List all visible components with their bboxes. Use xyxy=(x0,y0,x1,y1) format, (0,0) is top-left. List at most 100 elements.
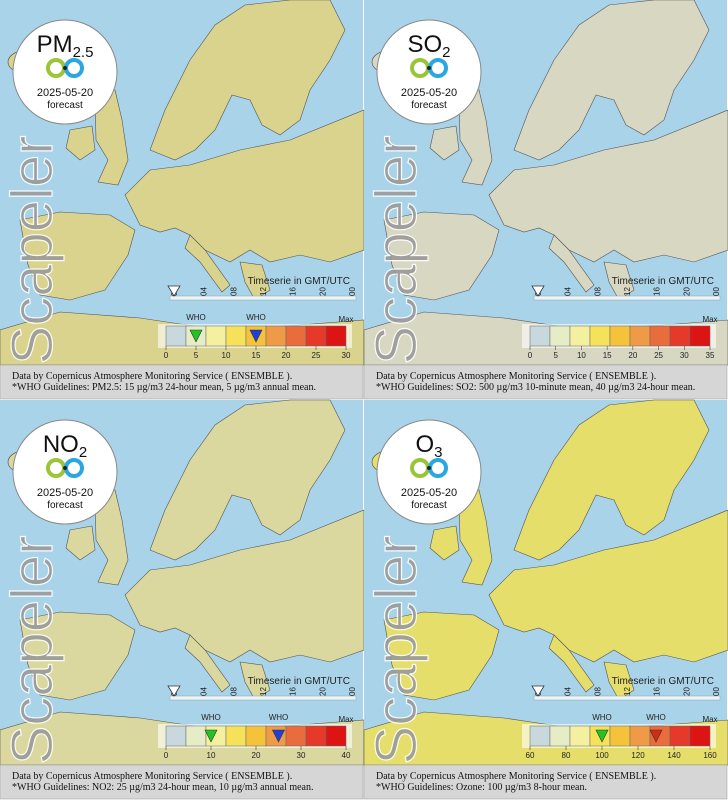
now-marker xyxy=(531,285,545,297)
pollutant-name: PM xyxy=(37,31,73,58)
date: 2025-05-20 xyxy=(37,87,93,99)
hour-label: 08 xyxy=(593,287,602,296)
legend-swatch xyxy=(549,325,571,347)
scale-label: 10 xyxy=(577,351,586,360)
hour-label: 08 xyxy=(229,287,238,296)
pollutant: O3 xyxy=(415,431,442,461)
legend-swatch xyxy=(225,325,247,347)
hour-label: 20 xyxy=(318,287,327,296)
pollutant-sub: 2 xyxy=(79,444,87,461)
now-marker xyxy=(167,685,181,697)
pollutant-name: SO xyxy=(407,31,442,58)
forecast: forecast xyxy=(47,500,83,511)
hour-label: 04 xyxy=(564,687,573,696)
timeserie-label: Timeserie in GMT/UTC xyxy=(248,276,350,287)
caption-box xyxy=(0,764,364,800)
time-bar xyxy=(533,295,721,301)
time-bar xyxy=(169,695,357,701)
hour-label: 16 xyxy=(653,287,662,296)
hour-label: 04 xyxy=(200,687,209,696)
legend-swatch xyxy=(285,725,307,747)
who-marker xyxy=(249,329,263,343)
legend-swatch xyxy=(609,725,631,747)
pollutant-sub: 3 xyxy=(434,444,442,461)
scale-label: 60 xyxy=(526,751,535,760)
date: 2025-05-20 xyxy=(401,87,457,99)
legend-swatch xyxy=(185,725,207,747)
scale-label: 100 xyxy=(595,751,609,760)
legend-swatch xyxy=(549,725,571,747)
pollutant-name: O xyxy=(415,431,434,458)
who-marker xyxy=(272,729,285,743)
hour-label: 16 xyxy=(289,287,298,296)
legend-swatch xyxy=(649,325,671,347)
pollutant-name: NO xyxy=(43,431,79,458)
caption-box xyxy=(363,764,728,800)
legend-swatch xyxy=(265,325,287,347)
scale-label: 30 xyxy=(297,751,306,760)
hour-label: 12 xyxy=(623,287,632,296)
scale-label: 25 xyxy=(312,351,321,360)
legend-swatch xyxy=(305,325,327,347)
legend-swatch xyxy=(669,725,691,747)
hour-label: 00 xyxy=(712,687,721,696)
who-marker xyxy=(595,729,609,743)
caption-line: *WHO Guidelines: Ozone: 100 µg/m3 8-hour… xyxy=(376,782,587,793)
who-marker xyxy=(189,329,203,343)
caption-line: Data by Copernicus Atmosphere Monitoring… xyxy=(12,371,292,382)
legend-swatch xyxy=(689,325,711,347)
legend-swatch xyxy=(529,725,551,747)
watermark: Scapeler xyxy=(0,136,65,365)
hour-label: 00 xyxy=(348,287,357,296)
timeserie-label: Timeserie in GMT/UTC xyxy=(612,676,714,687)
hour-label: 20 xyxy=(682,287,691,296)
pollutant-sub: 2 xyxy=(442,44,450,61)
hour-label: 12 xyxy=(623,687,632,696)
max-label: Max xyxy=(338,715,353,724)
scale-label: 15 xyxy=(603,351,612,360)
hour-label: 20 xyxy=(318,687,327,696)
legend-swatch xyxy=(325,725,347,747)
scale-label: 10 xyxy=(222,351,231,360)
caption-box xyxy=(0,364,364,400)
scale-label: 25 xyxy=(654,351,663,360)
legend-swatch xyxy=(529,325,551,347)
scale-label: 20 xyxy=(252,751,261,760)
legend-swatch xyxy=(225,725,247,747)
scale-label: 35 xyxy=(706,351,715,360)
scale-label: 30 xyxy=(680,351,689,360)
timeserie-label: Timeserie in GMT/UTC xyxy=(612,276,714,287)
time-bar xyxy=(169,295,357,301)
scale-label: 30 xyxy=(342,351,351,360)
scale-label: 0 xyxy=(164,351,169,360)
time-bar xyxy=(533,695,721,701)
legend-swatch xyxy=(205,325,227,347)
legend-swatch xyxy=(165,725,187,747)
legend-swatch xyxy=(245,725,267,747)
legend-swatch xyxy=(669,325,691,347)
scale-label: 80 xyxy=(562,751,571,760)
who-label: WHO xyxy=(201,713,221,722)
who-label: WHO xyxy=(246,313,266,322)
legend-swatch xyxy=(305,725,327,747)
logo-dot xyxy=(63,466,67,470)
date: 2025-05-20 xyxy=(37,487,93,499)
scale-label: 0 xyxy=(528,351,533,360)
scale-label: 120 xyxy=(631,751,645,760)
pollutant: SO2 xyxy=(407,31,450,61)
scale-label: 10 xyxy=(207,751,216,760)
forecast: forecast xyxy=(411,100,447,111)
timeserie-label: Timeserie in GMT/UTC xyxy=(248,676,350,687)
legend-swatch xyxy=(325,325,347,347)
now-marker xyxy=(531,685,545,697)
watermark: Scapeler xyxy=(364,536,429,765)
legend-swatch xyxy=(589,325,611,347)
legend-swatch xyxy=(569,325,591,347)
date: 2025-05-20 xyxy=(401,487,457,499)
hour-label: 12 xyxy=(259,287,268,296)
hour-label: 16 xyxy=(653,687,662,696)
logo-dot xyxy=(427,66,431,70)
